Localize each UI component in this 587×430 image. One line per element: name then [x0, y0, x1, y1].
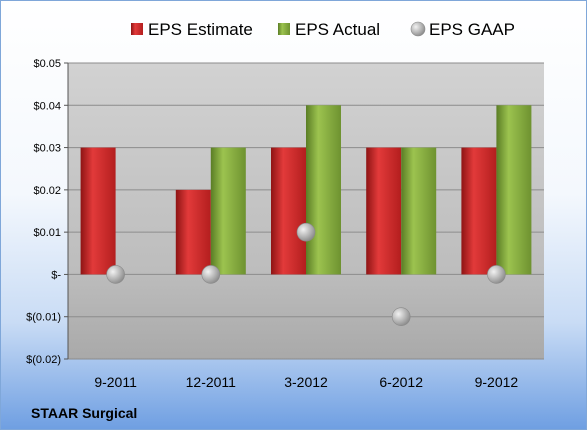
x-tick-label: 12-2011 — [186, 374, 237, 390]
legend-label: EPS GAAP — [429, 20, 515, 39]
y-tick-label: $0.03 — [33, 143, 61, 155]
company-name: STAAR Surgical — [31, 405, 137, 421]
y-tick-label: $0.01 — [33, 227, 61, 239]
bar-eps-estimate — [80, 147, 116, 275]
point-eps-gaap — [201, 265, 221, 284]
legend: EPS Estimate EPS Actual EPS GAAP — [131, 20, 515, 39]
y-tick-label: $(0.01) — [26, 312, 61, 324]
y-tick-label: $(0.02) — [26, 354, 61, 366]
bar-eps-actual — [306, 105, 341, 275]
bar-eps-estimate — [175, 189, 211, 275]
y-tick-label: $0.05 — [33, 58, 61, 70]
point-eps-gaap — [391, 307, 411, 327]
bar-eps-estimate — [366, 147, 402, 275]
point-eps-gaap — [487, 265, 506, 284]
point-eps-gaap — [296, 222, 316, 242]
bar-eps-actual — [210, 147, 246, 275]
legend-swatch — [410, 21, 426, 37]
point-eps-gaap — [106, 265, 125, 284]
y-tick-label: $0.02 — [33, 185, 61, 197]
legend-swatch — [278, 23, 290, 35]
plot-area: $0.05 $0.04 $0.03 $0.02 $0.01 $- $(0.01) $(0.02… — [26, 58, 544, 390]
x-tick-label: 9-2012 — [475, 374, 519, 390]
x-tick-label: 6-2012 — [379, 374, 423, 390]
x-tick-label: 9-2011 — [94, 374, 137, 390]
legend-label: EPS Actual — [295, 20, 380, 39]
x-tick-label: 3-2012 — [284, 374, 328, 390]
bar-eps-actual — [401, 147, 437, 275]
y-tick-label: $- — [51, 269, 61, 281]
bar-eps-estimate — [461, 147, 497, 275]
bar-eps-estimate — [271, 147, 306, 275]
bar-eps-actual — [496, 105, 532, 275]
legend-label: EPS Estimate — [148, 20, 253, 39]
y-tick-label: $0.04 — [33, 100, 61, 112]
legend-swatch — [131, 23, 143, 35]
